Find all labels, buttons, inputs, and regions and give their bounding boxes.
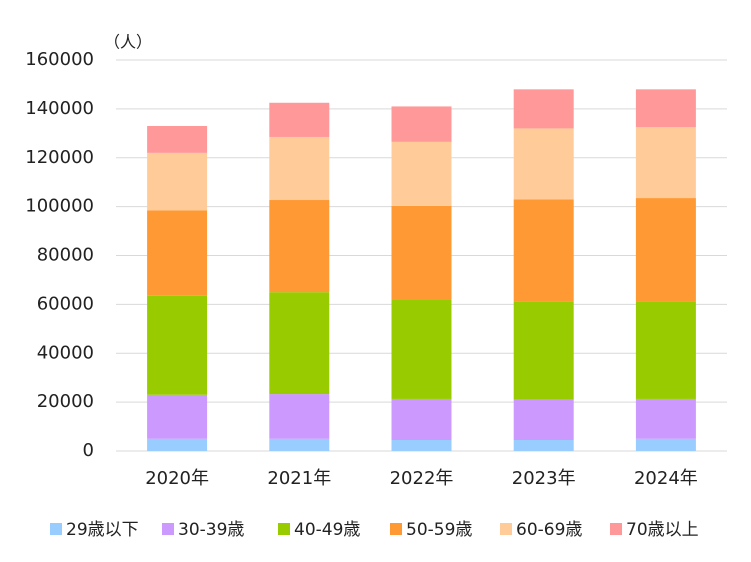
legend-swatch xyxy=(278,523,290,535)
x-tick-label: 2021年 xyxy=(267,468,331,489)
bar-segment xyxy=(147,210,208,296)
bar-segment xyxy=(513,301,574,400)
legend-label: 60-69歳 xyxy=(516,520,582,540)
bar-segment xyxy=(391,141,452,206)
legend-swatch xyxy=(50,523,62,535)
legend-label: 50-59歳 xyxy=(406,520,472,540)
y-tick-label: 0 xyxy=(83,440,94,461)
bar-segment xyxy=(269,200,330,293)
bar-segment xyxy=(513,89,574,129)
bar-segment xyxy=(269,102,330,137)
bar-segment xyxy=(391,398,452,441)
bar-segment xyxy=(269,136,330,201)
bar-segment xyxy=(391,106,452,142)
unit-label: （人） xyxy=(104,33,152,52)
bar-segment xyxy=(513,199,574,302)
y-tick-label: 100000 xyxy=(25,196,94,217)
y-tick-label: 60000 xyxy=(37,293,94,314)
legend-label: 29歳以下 xyxy=(66,520,139,540)
legend-swatch xyxy=(162,523,174,535)
y-tick-label: 80000 xyxy=(37,245,94,266)
bar-segment xyxy=(269,292,330,395)
y-tick-label: 120000 xyxy=(25,147,94,168)
x-tick-label: 2023年 xyxy=(512,468,576,489)
bar-segment xyxy=(635,438,696,451)
bar-segment xyxy=(635,398,696,439)
bar-segment xyxy=(635,89,696,128)
bar-segment xyxy=(391,205,452,300)
bar-segment xyxy=(269,438,330,451)
y-tick-label: 20000 xyxy=(37,391,94,412)
y-tick-label: 40000 xyxy=(37,342,94,363)
bar-segment xyxy=(635,127,696,199)
bar-segment xyxy=(147,152,208,211)
bar-segment xyxy=(513,440,574,451)
legend-label: 70歳以上 xyxy=(626,520,699,540)
legend-swatch xyxy=(500,523,512,535)
legend-label: 30-39歳 xyxy=(178,520,244,540)
x-tick-label: 2020年 xyxy=(145,468,209,489)
bar-segment xyxy=(147,125,208,153)
bar-segment xyxy=(635,301,696,399)
bar-segment xyxy=(391,299,452,399)
legend-swatch xyxy=(390,523,402,535)
x-tick-label: 2022年 xyxy=(390,468,454,489)
bar-segment xyxy=(269,394,330,439)
legend-label: 40-49歳 xyxy=(294,520,360,540)
y-tick-label: 140000 xyxy=(25,98,94,119)
legend-swatch xyxy=(610,523,622,535)
bar-segment xyxy=(635,198,696,302)
bar-segment xyxy=(391,440,452,451)
x-tick-label: 2024年 xyxy=(634,468,698,489)
y-tick-label: 160000 xyxy=(25,49,94,70)
bar-segment xyxy=(513,399,574,441)
bar-segment xyxy=(147,394,208,439)
bar-segment xyxy=(513,128,574,200)
bar-segment xyxy=(147,438,208,451)
bar-segment xyxy=(147,295,208,395)
